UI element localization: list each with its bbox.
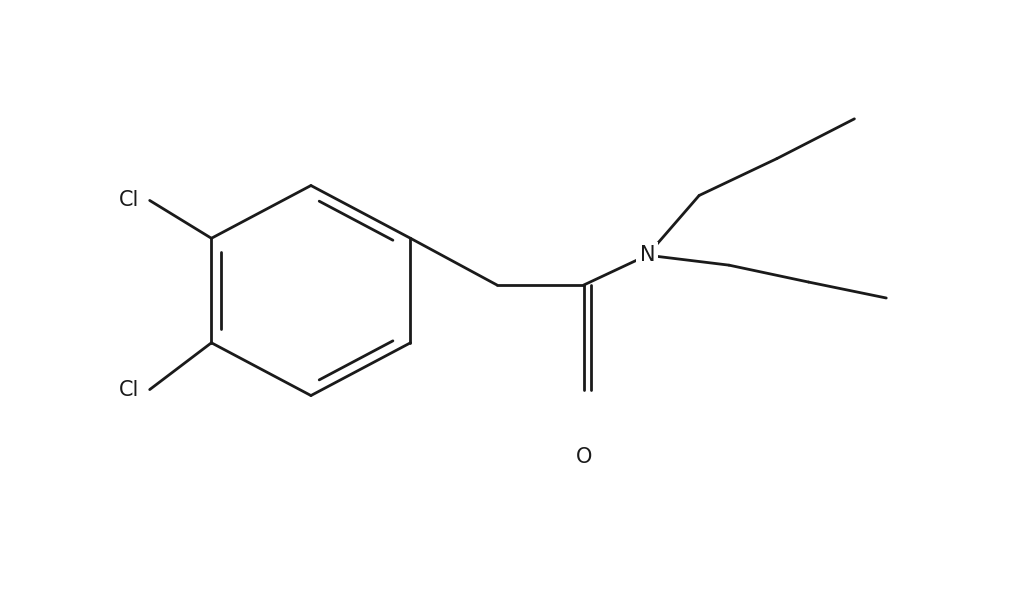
Text: Cl: Cl <box>119 380 140 399</box>
Text: O: O <box>576 448 592 467</box>
Text: Cl: Cl <box>119 191 140 210</box>
Text: N: N <box>639 245 656 265</box>
